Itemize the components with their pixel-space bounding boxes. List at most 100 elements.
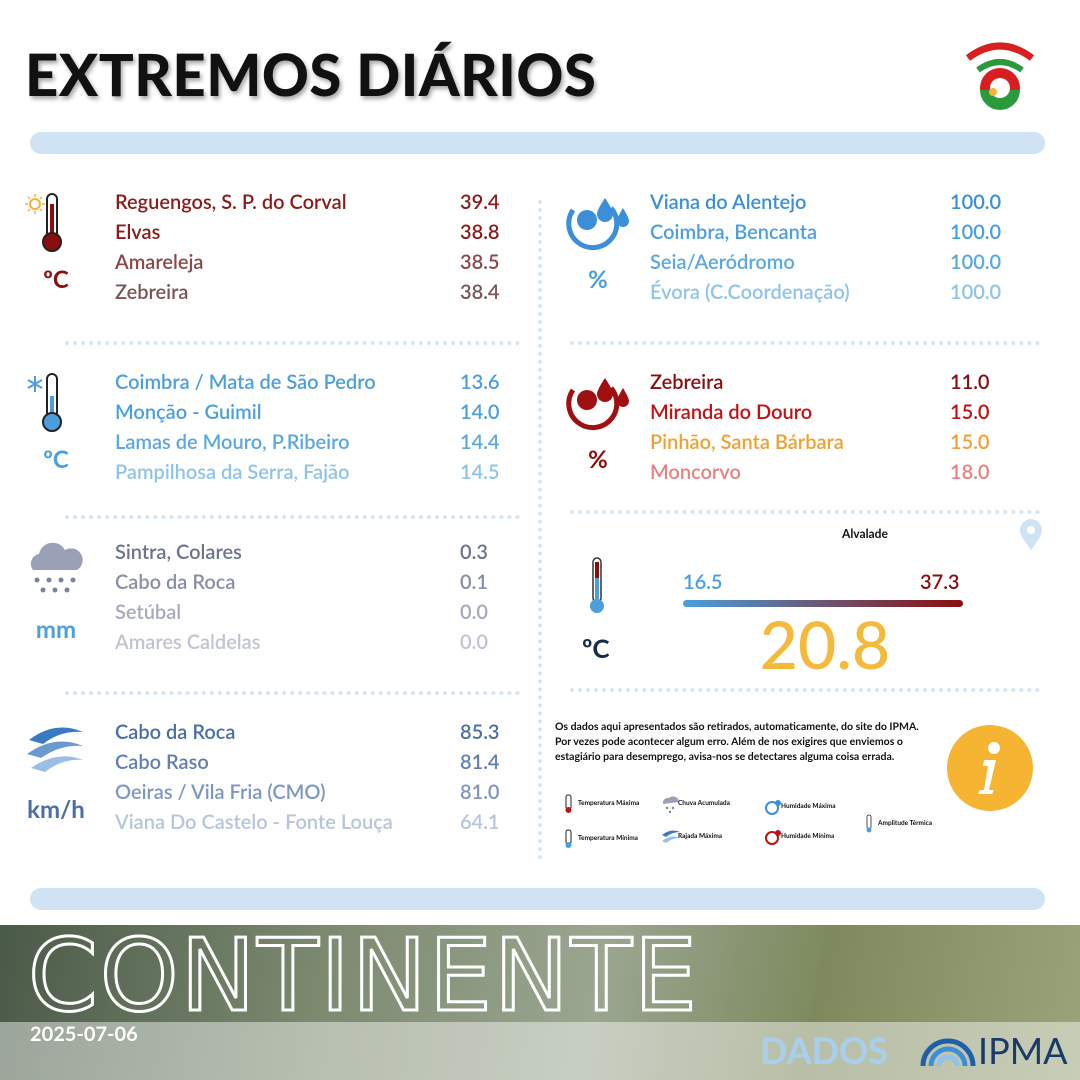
value: 0.3 [460,540,488,564]
value: 39.4 [460,190,500,214]
pin [1020,519,1042,550]
icon-part [64,587,70,593]
icon-part [671,806,675,810]
section-icon [27,373,62,432]
section-icon [27,727,83,772]
value: 13.6 [460,370,500,394]
amplitude-value: 20.8 [759,605,891,684]
value: 38.8 [460,220,500,244]
place: Monção - Guimil [115,400,262,424]
section-icon [566,198,629,251]
amplitude-bar [683,600,963,607]
icon-part [577,390,597,410]
legend-label: Rajada Máxima [678,833,723,840]
value: 38.5 [460,250,500,274]
place: Reguengos, S. P. do Corval [115,190,347,214]
icon-part [617,208,629,227]
icon-part [34,577,40,583]
legend-label: Humidade Mínima [781,833,835,840]
icon-part [565,807,572,813]
amplitude-min: 16.5 [683,570,723,594]
icon-part [668,810,672,814]
icon-part [775,830,781,836]
place: Cabo Raso [115,750,209,774]
place: Elvas [115,220,161,244]
divider-bar [30,888,1045,910]
logo-half [980,90,1020,110]
thermometer-icon [590,557,604,613]
icon-part [46,577,52,583]
section-unit: % [588,265,608,294]
place: Amares Caldelas [115,630,261,654]
icon-part [765,801,779,815]
icon-part [662,830,680,837]
value: 14.0 [460,400,500,424]
place: Moncorvo [650,460,741,484]
place: Cabo da Roca [115,720,236,744]
separator [570,510,1040,514]
section-unit: ºC [43,445,69,474]
place: Amareleja [115,250,204,274]
legend-icon [866,814,872,833]
ipma-logo [920,1038,976,1067]
icon-part [566,386,620,431]
amplitude-location: Alvalade [842,526,888,541]
icon-part [50,204,54,238]
icon-part [565,829,572,845]
section-icon [566,378,629,431]
section-unit: % [588,445,608,474]
separator [570,341,1040,345]
date: 2025-07-06 [30,1022,138,1046]
icon-part [40,587,46,593]
place: Seia/Aeródromo [650,250,795,274]
value: 85.3 [460,720,500,744]
value: 0.0 [460,630,488,654]
legend-label: Temperatura Mínima [578,835,638,842]
bulb [590,599,604,613]
legend-label: Humidade Máxima [781,803,836,810]
value: 64.1 [460,810,500,834]
place: Miranda do Douro [650,400,813,424]
icon-part [27,741,83,758]
icon-part [577,210,597,230]
place: Viana Do Castelo - Fonte Louça [115,810,393,834]
icon-part [566,206,620,251]
logo [965,42,1035,110]
separator [65,341,520,345]
info-text: Os dados aqui apresentados são retirados… [555,721,919,763]
place: Oeiras / Vila Fria (CMO) [115,780,326,804]
source: IPMA [978,1028,1068,1072]
section-icon [25,193,62,252]
place: Cabo da Roca [115,570,236,594]
icon-part [70,577,76,583]
icon-part [25,194,45,214]
icon-part [42,412,62,432]
value: 18.0 [950,460,990,484]
source-label: DADOS [760,1028,888,1072]
value: 15.0 [950,400,990,424]
icon-part [31,756,83,772]
icon-part [58,577,64,583]
value: 14.4 [460,430,500,454]
tube-cold [595,578,599,600]
info-dot [988,742,1000,754]
logo-arc [928,1046,968,1067]
info-stem [978,760,996,794]
region-text: CONTINENTE [28,920,699,1030]
place: Coimbra / Mata de São Pedro [115,370,376,394]
icon-part [42,232,62,252]
value: 0.1 [460,570,488,594]
icon-part [617,388,629,407]
place: Viana do Alentejo [650,190,807,214]
pin-icon [1020,519,1042,550]
place: Pampilhosa da Serra, Fajão [115,460,350,484]
place: Setúbal [115,600,182,624]
footer-band [0,1022,1080,1080]
value: 0.0 [460,600,488,624]
place: Zebreira [650,370,724,394]
legend-icon [765,830,781,845]
place: Pinhão, Santa Bárbara [650,430,844,454]
legend-icon [662,796,679,814]
icon-part [775,800,781,806]
